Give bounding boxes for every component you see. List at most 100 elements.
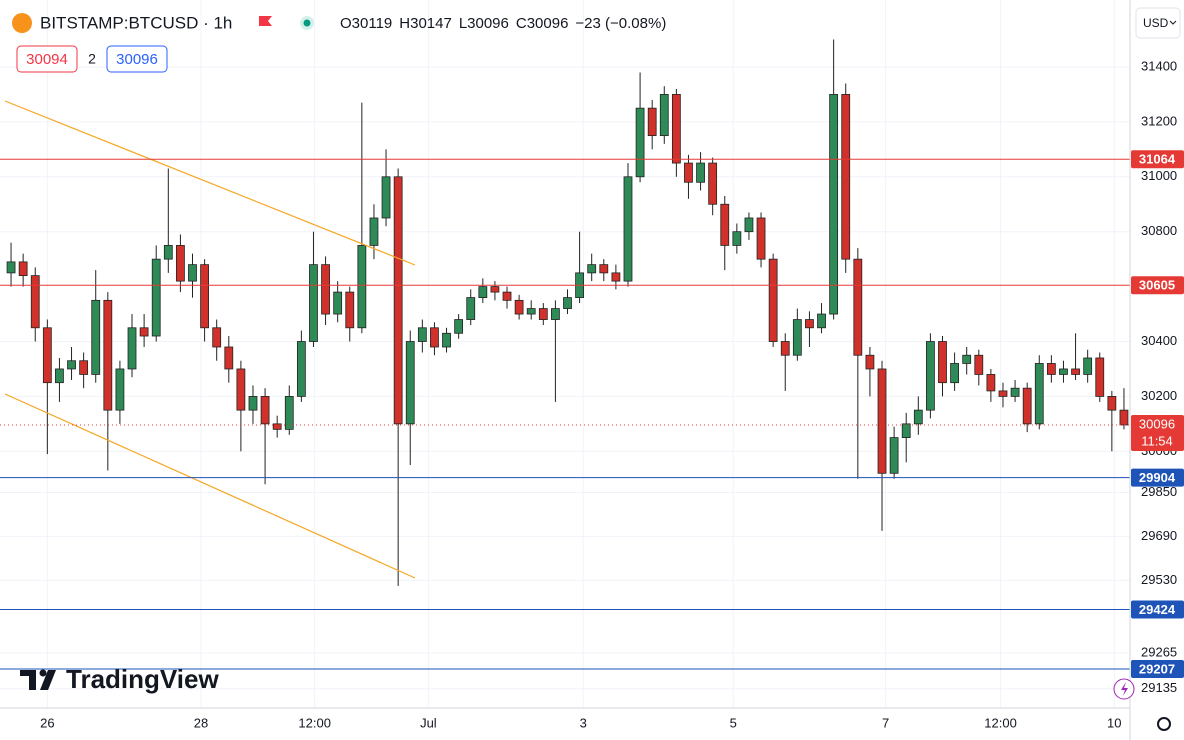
x-tick-label: 7 [882, 715, 889, 730]
candle-body [272, 423, 282, 430]
logo [20, 670, 56, 690]
candle-body [708, 162, 718, 205]
candle-body [212, 327, 222, 348]
sell-button[interactable] [16, 45, 78, 73]
candle-body [551, 308, 560, 320]
candle-body [248, 396, 258, 411]
y-tick-label: 30800 [1141, 223, 1177, 238]
x-tick-label: 26 [40, 715, 54, 730]
currency[interactable]: USD [1143, 16, 1169, 30]
candle-body [103, 299, 113, 411]
watermark: TradingView [66, 664, 219, 694]
candle-body [744, 217, 754, 233]
candle-body [962, 354, 972, 364]
candle-body [1046, 363, 1056, 375]
candle-body [139, 327, 149, 337]
status-dot [303, 19, 311, 27]
candle-body [381, 176, 391, 219]
candle-body [841, 94, 851, 260]
candle-body [901, 423, 911, 438]
candle-body [127, 327, 137, 370]
x-tick-label: 28 [194, 715, 208, 730]
candle-body [284, 396, 294, 430]
candle-body [296, 341, 306, 397]
buy-button[interactable] [106, 45, 168, 73]
candle-body [647, 107, 657, 137]
candle-body [526, 308, 536, 315]
candle-body [611, 272, 621, 282]
candle-body [1059, 368, 1068, 375]
settings-icon[interactable] [1157, 717, 1171, 731]
trend-line [4, 393, 416, 579]
candle-body [720, 203, 730, 246]
level-label: 31064 [1139, 152, 1176, 167]
candle-body [1119, 409, 1129, 426]
x-tick-label: 12:00 [298, 715, 331, 730]
candle-body [115, 368, 125, 411]
candle-body [1083, 357, 1093, 375]
candle-body [926, 341, 935, 411]
candle-body [538, 308, 548, 320]
candle-body [333, 291, 343, 315]
candle-body [768, 258, 778, 342]
level-label: 29207 [1139, 661, 1175, 676]
candle-body [792, 319, 802, 356]
candle-body [188, 264, 197, 282]
candle-body [998, 390, 1008, 397]
candle-body [345, 291, 355, 329]
symbol[interactable]: BITSTAMP:BTCUSD · 1h [40, 13, 232, 32]
candle-body [623, 176, 633, 282]
candle-body [502, 291, 512, 301]
x-tick-label: 10 [1107, 715, 1121, 730]
candle-body [659, 94, 669, 137]
candle-body [417, 327, 427, 342]
candle-body [236, 368, 246, 411]
candle-body [1022, 387, 1032, 425]
y-tick-label: 30200 [1141, 388, 1177, 403]
candle-body [986, 374, 996, 392]
sell-price[interactable]: 30094 [26, 51, 68, 68]
candle-body [430, 327, 439, 348]
alert-glyph [1121, 682, 1128, 696]
candle-body [1034, 363, 1044, 425]
price-tags: 31064 30605 29904 29424 29207 30096 11:54 [1131, 150, 1184, 679]
candle-body [163, 245, 173, 260]
candle-body [260, 396, 270, 425]
y-tick-label: 29530 [1141, 572, 1177, 587]
level-label: 29904 [1139, 470, 1176, 485]
candle-body [91, 299, 101, 375]
candle-body [950, 363, 959, 384]
candle-body [393, 176, 403, 425]
candle-body [67, 360, 76, 370]
countdown: 11:54 [1141, 433, 1173, 448]
candle-body [1010, 387, 1020, 397]
candle-body [780, 341, 790, 356]
candle-body [671, 94, 681, 164]
candle-body [55, 368, 64, 384]
candle-body [1071, 368, 1080, 375]
candle-body [151, 258, 161, 337]
candle-body [974, 354, 984, 375]
level-tag [1131, 660, 1184, 679]
candle-body [79, 360, 89, 375]
level-tag [1131, 600, 1184, 619]
candle-body [357, 245, 367, 329]
candle-body [478, 286, 488, 298]
candle-body [805, 319, 814, 329]
candle-body [563, 297, 572, 309]
candle-body [817, 313, 826, 329]
candle-body [913, 409, 923, 425]
trend-line [4, 100, 416, 266]
candle-body [877, 368, 887, 474]
currency-button[interactable] [1135, 7, 1181, 39]
candle-body [442, 332, 451, 348]
level-tag [1131, 150, 1184, 169]
symbol-icon [12, 13, 32, 33]
last-price-tag [1131, 414, 1184, 451]
ohlc-value: H30147 [399, 15, 452, 32]
ohlc: O30119 H30147 L30096 C30096 −23 (−0.08%) [340, 15, 666, 32]
level-tag [1131, 276, 1184, 295]
candle-body [756, 217, 766, 260]
buy-price[interactable]: 30096 [116, 51, 158, 68]
flag-icon[interactable] [259, 16, 272, 26]
